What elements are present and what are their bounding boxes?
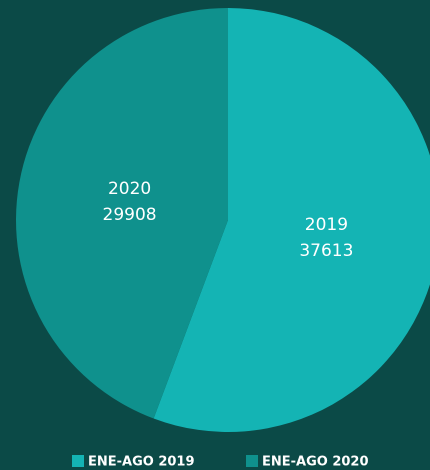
legend-swatch: [72, 455, 84, 467]
data-label-value: 37613: [299, 241, 353, 261]
data-label-category: 2019: [305, 215, 348, 235]
legend-swatch: [246, 455, 258, 467]
data-label-category: 2020: [108, 179, 151, 199]
pie-slice: [15, 8, 228, 419]
legend-label: ENE-AGO 2019: [88, 455, 195, 470]
pie-slice: [153, 8, 430, 432]
legend-label: ENE-AGO 2020: [262, 455, 369, 470]
data-label-value: 29908: [103, 205, 157, 225]
